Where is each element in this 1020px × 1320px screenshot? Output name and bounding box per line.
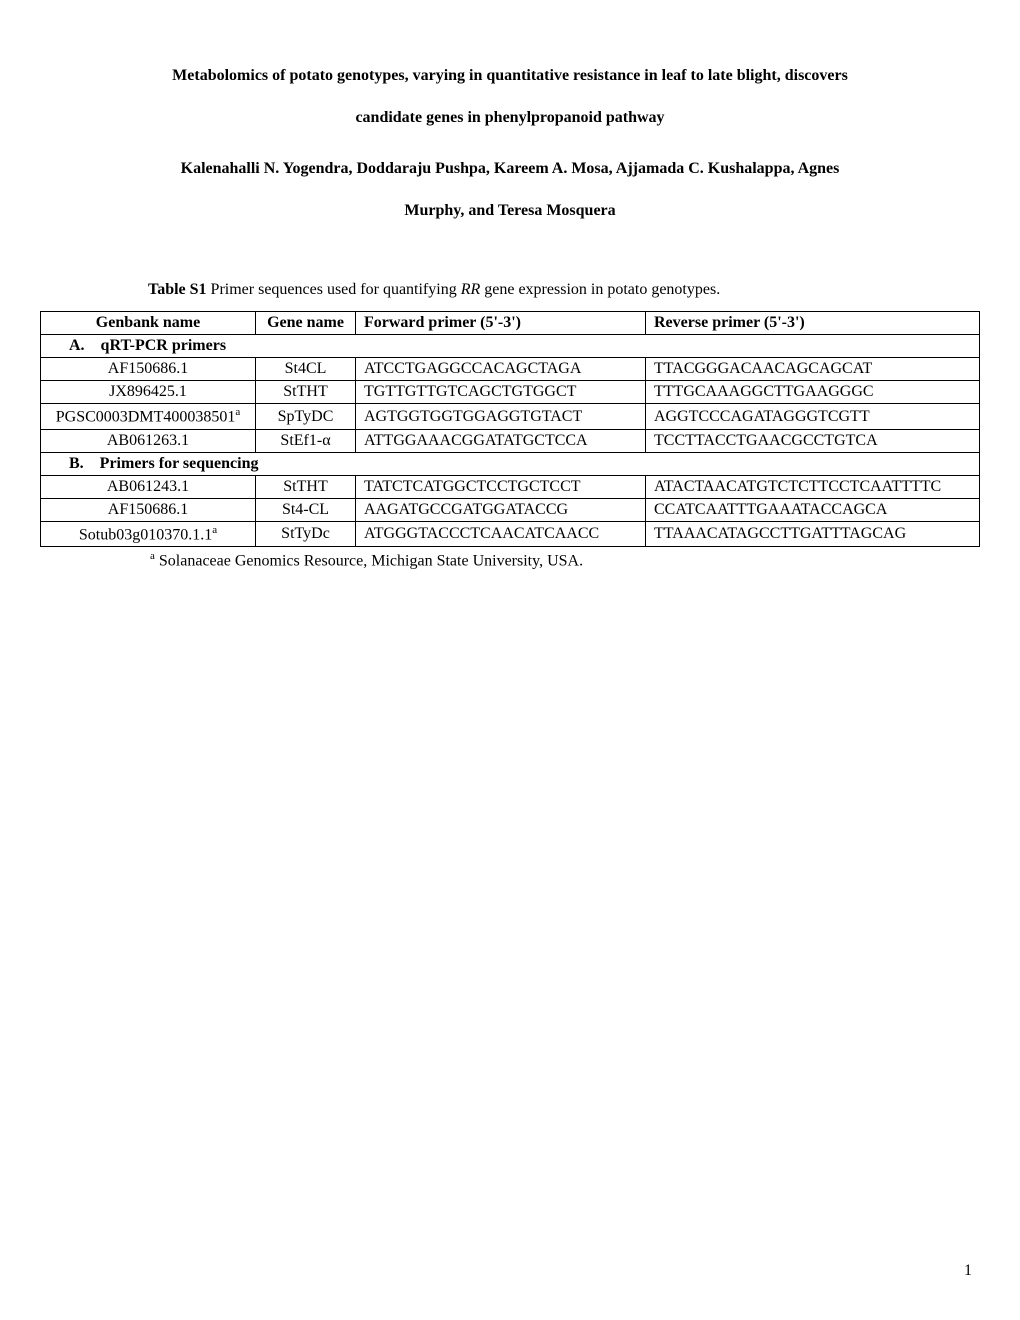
header-genbank: Genbank name	[41, 312, 256, 335]
cell-forward-primer: TGTTGTTGTCAGCTGTGGCT	[356, 381, 646, 404]
section-label: A. qRT-PCR primers	[41, 335, 980, 358]
table-row: AF150686.1St4CLATCCTGAGGCCACAGCTAGATTACG…	[41, 358, 980, 381]
cell-gene: StTHT	[256, 475, 356, 498]
cell-gene: St4CL	[256, 358, 356, 381]
table-row: PGSC0003DMT400038501aSpTyDCAGTGGTGGTGGAG…	[41, 404, 980, 429]
superscript: a	[235, 406, 240, 418]
cell-forward-primer: ATTGGAAACGGATATGCTCCA	[356, 429, 646, 452]
cell-reverse-primer: AGGTCCCAGATAGGGTCGTT	[646, 404, 980, 429]
cell-forward-primer: ATGGGTACCCTCAACATCAACC	[356, 521, 646, 546]
document-title: Metabolomics of potato genotypes, varyin…	[40, 55, 980, 138]
cell-forward-primer: TATCTCATGGCTCCTGCTCCT	[356, 475, 646, 498]
cell-genbank: PGSC0003DMT400038501a	[41, 404, 256, 429]
footnote-text: Solanaceae Genomics Resource, Michigan S…	[155, 552, 583, 569]
table-body: A. qRT-PCR primersAF150686.1St4CLATCCTGA…	[41, 335, 980, 547]
cell-genbank: Sotub03g010370.1.1a	[41, 521, 256, 546]
document-authors: Kalenahalli N. Yogendra, Doddaraju Pushp…	[40, 148, 980, 231]
section-label: B. Primers for sequencing	[41, 452, 980, 475]
table-row: JX896425.1StTHTTGTTGTTGTCAGCTGTGGCTTTTGC…	[41, 381, 980, 404]
caption-post: gene expression in potato genotypes.	[480, 281, 720, 298]
page-number: 1	[964, 1262, 972, 1280]
authors-line-2: Murphy, and Teresa Mosquera	[404, 202, 615, 219]
title-line-1: Metabolomics of potato genotypes, varyin…	[172, 67, 848, 84]
table-row: Sotub03g010370.1.1aStTyDcATGGGTACCCTCAAC…	[41, 521, 980, 546]
title-line-2: candidate genes in phenylpropanoid pathw…	[355, 109, 664, 126]
cell-forward-primer: AAGATGCCGATGGATACCG	[356, 498, 646, 521]
cell-genbank: AF150686.1	[41, 498, 256, 521]
cell-reverse-primer: TTTGCAAAGGCTTGAAGGGC	[646, 381, 980, 404]
cell-gene: StTyDc	[256, 521, 356, 546]
cell-genbank: AB061243.1	[41, 475, 256, 498]
cell-reverse-primer: CCATCAATTTGAAATACCAGCA	[646, 498, 980, 521]
cell-gene: St4-CL	[256, 498, 356, 521]
cell-reverse-primer: ATACTAACATGTCTCTTCCTCAATTTTC	[646, 475, 980, 498]
cell-reverse-primer: TTACGGGACAACAGCAGCAT	[646, 358, 980, 381]
table-row: AB061263.1StEf1-αATTGGAAACGGATATGCTCCATC…	[41, 429, 980, 452]
caption-italic: RR	[461, 281, 481, 298]
table-row: AF150686.1St4-CLAAGATGCCGATGGATACCGCCATC…	[41, 498, 980, 521]
cell-forward-primer: AGTGGTGGTGGAGGTGTACT	[356, 404, 646, 429]
table-section-row: B. Primers for sequencing	[41, 452, 980, 475]
table-section-row: A. qRT-PCR primers	[41, 335, 980, 358]
header-forward: Forward primer (5'-3')	[356, 312, 646, 335]
header-reverse: Reverse primer (5'-3')	[646, 312, 980, 335]
table-caption: Table S1 Primer sequences used for quant…	[148, 281, 980, 299]
table-row: AB061243.1StTHTTATCTCATGGCTCCTGCTCCTATAC…	[41, 475, 980, 498]
primer-table: Genbank name Gene name Forward primer (5…	[40, 311, 980, 547]
cell-reverse-primer: TTAAACATAGCCTTGATTTAGCAG	[646, 521, 980, 546]
authors-line-1: Kalenahalli N. Yogendra, Doddaraju Pushp…	[181, 160, 840, 177]
caption-pre: Primer sequences used for quantifying	[207, 281, 461, 298]
header-gene: Gene name	[256, 312, 356, 335]
caption-label: Table S1	[148, 281, 207, 298]
table-footnote: a Solanaceae Genomics Resource, Michigan…	[150, 550, 980, 570]
cell-genbank: AF150686.1	[41, 358, 256, 381]
cell-gene: StTHT	[256, 381, 356, 404]
cell-genbank: AB061263.1	[41, 429, 256, 452]
cell-forward-primer: ATCCTGAGGCCACAGCTAGA	[356, 358, 646, 381]
cell-reverse-primer: TCCTTACCTGAACGCCTGTCA	[646, 429, 980, 452]
cell-gene: SpTyDC	[256, 404, 356, 429]
superscript: a	[212, 524, 217, 536]
cell-genbank: JX896425.1	[41, 381, 256, 404]
cell-gene: StEf1-α	[256, 429, 356, 452]
table-header-row: Genbank name Gene name Forward primer (5…	[41, 312, 980, 335]
